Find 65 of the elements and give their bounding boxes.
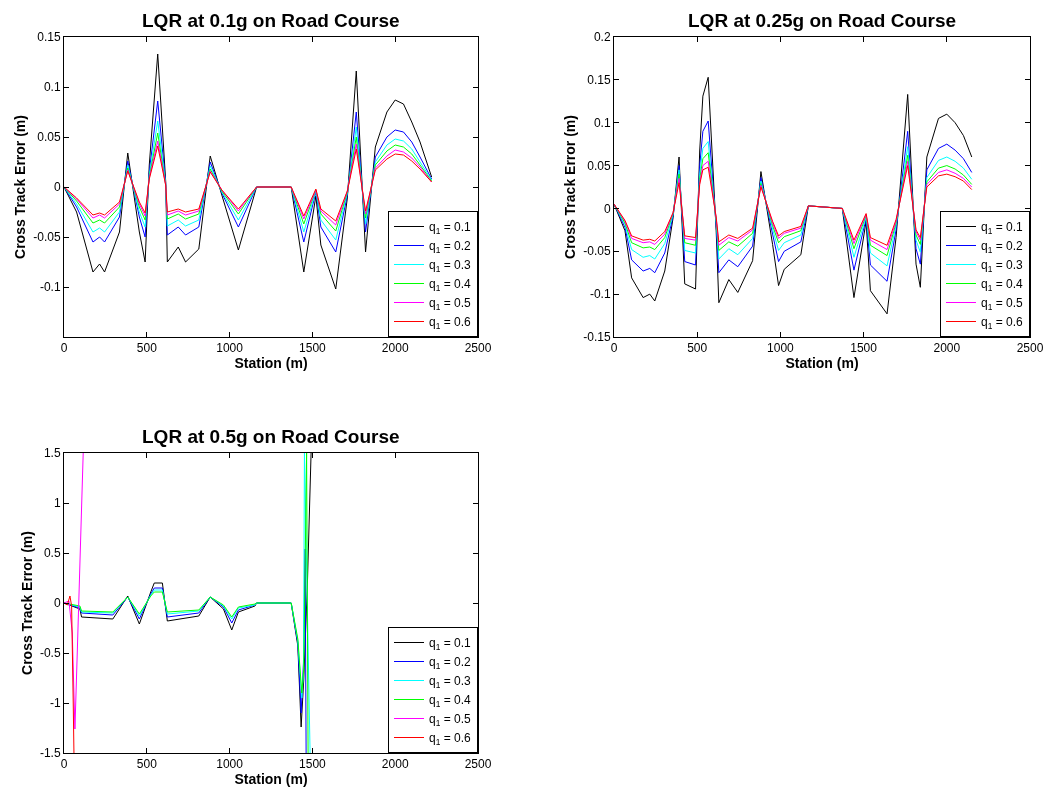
x-tick-label: 1500 xyxy=(299,341,327,356)
x-tick-label: 1500 xyxy=(850,341,878,356)
legend-label: q$_{1}$ = 0.4 xyxy=(429,277,472,293)
x-tick-label: 2000 xyxy=(933,341,961,356)
y-tick-label: -1 xyxy=(49,696,61,711)
y-tick-label: 1.5 xyxy=(43,446,61,461)
y-tick-label: 0.1 xyxy=(593,115,611,130)
y-tick-label: 0.5 xyxy=(43,546,61,561)
y-tick-label: 0.15 xyxy=(587,73,611,88)
legend-label: q$_{1}$ = 0.1 xyxy=(429,220,472,236)
x-tick-label: 2500 xyxy=(464,341,492,356)
y-tick-label: 0 xyxy=(603,201,611,216)
y-tick-label: -0.05 xyxy=(33,230,61,245)
x-tick-label: 1000 xyxy=(216,341,244,356)
legend-label: q$_{1}$ = 0.1 xyxy=(429,636,472,652)
y-axis-title: Cross Track Error (m) xyxy=(11,115,28,259)
y-tick-label: -1.5 xyxy=(39,746,61,761)
y-tick-label: 0.05 xyxy=(37,130,61,145)
legend-label: q$_{1}$ = 0.2 xyxy=(981,239,1024,255)
legend-label: q$_{1}$ = 0.5 xyxy=(429,712,472,728)
legend-label: q$_{1}$ = 0.2 xyxy=(429,239,472,255)
legend-label: q$_{1}$ = 0.5 xyxy=(981,296,1024,312)
chart-title: LQR at 0.25g on Road Course xyxy=(688,10,957,31)
y-tick-label: 0.1 xyxy=(43,80,61,95)
line-series xyxy=(64,453,84,730)
x-tick-label: 2500 xyxy=(464,757,492,772)
y-tick-label: -0.15 xyxy=(583,330,611,345)
x-tick-label: 500 xyxy=(136,341,158,356)
x-axis-title: Station (m) xyxy=(785,355,859,372)
legend-label: q$_{1}$ = 0.4 xyxy=(429,693,472,709)
y-tick-label: -0.05 xyxy=(583,244,611,259)
legend-label: q$_{1}$ = 0.6 xyxy=(429,731,472,747)
x-tick-label: 500 xyxy=(136,757,158,772)
legend-label: q$_{1}$ = 0.3 xyxy=(429,258,472,274)
legend-label: q$_{1}$ = 0.5 xyxy=(429,296,472,312)
y-tick-label: 0.15 xyxy=(37,30,61,45)
x-tick-label: 2500 xyxy=(1016,341,1044,356)
x-tick-label: 1000 xyxy=(216,757,244,772)
legend-label: q$_{1}$ = 0.3 xyxy=(429,674,472,690)
y-axis-title: Cross Track Error (m) xyxy=(18,531,35,675)
y-tick-label: -0.1 xyxy=(589,287,611,302)
chart-title: LQR at 0.5g on Road Course xyxy=(142,426,400,447)
x-tick-label: 1000 xyxy=(767,341,795,356)
y-tick-label: 1 xyxy=(53,496,61,511)
y-axis-title: Cross Track Error (m) xyxy=(561,115,578,259)
y-tick-label: 0 xyxy=(53,596,61,611)
y-tick-label: 0 xyxy=(53,180,61,195)
x-axis-title: Station (m) xyxy=(234,355,308,372)
legend-label: q$_{1}$ = 0.6 xyxy=(429,315,472,331)
y-tick-label: -0.1 xyxy=(39,280,61,295)
x-axis-title: Station (m) xyxy=(234,771,308,788)
x-tick-label: 2000 xyxy=(381,757,409,772)
legend-label: q$_{1}$ = 0.1 xyxy=(981,220,1024,236)
legend-label: q$_{1}$ = 0.2 xyxy=(429,655,472,671)
y-tick-label: 0.05 xyxy=(587,158,611,173)
y-tick-label: 0.2 xyxy=(593,30,611,45)
line-series xyxy=(64,595,75,753)
x-tick-label: 500 xyxy=(687,341,708,356)
chart-title: LQR at 0.1g on Road Course xyxy=(142,10,400,31)
legend-label: q$_{1}$ = 0.3 xyxy=(981,258,1024,274)
x-tick-label: 1500 xyxy=(299,757,327,772)
legend-label: q$_{1}$ = 0.6 xyxy=(981,315,1024,331)
legend-label: q$_{1}$ = 0.4 xyxy=(981,277,1024,293)
y-tick-label: -0.5 xyxy=(39,646,61,661)
x-tick-label: 2000 xyxy=(381,341,409,356)
